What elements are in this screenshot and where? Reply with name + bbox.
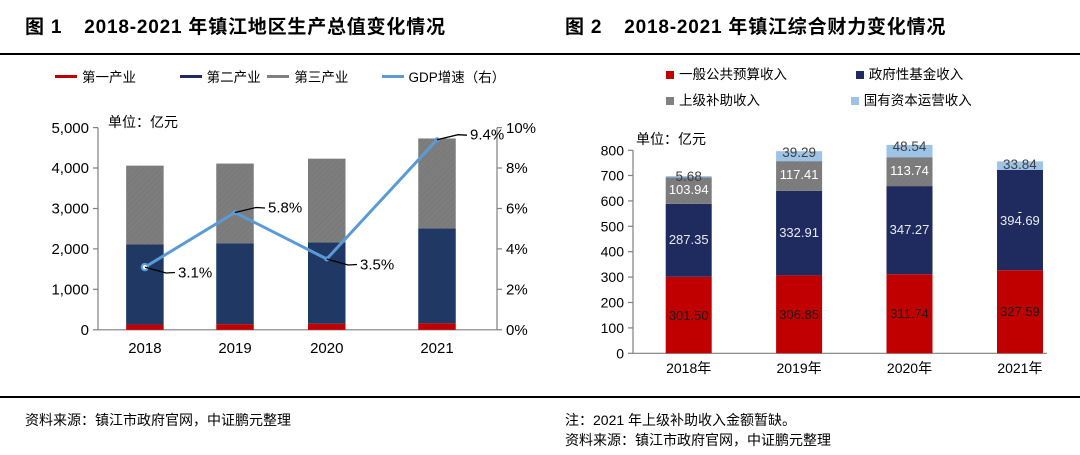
svg-text:39.29: 39.29: [782, 145, 816, 160]
svg-text:3,000: 3,000: [51, 201, 89, 218]
svg-text:2018年: 2018年: [666, 360, 711, 376]
svg-text:2019: 2019: [218, 340, 251, 357]
svg-text:6%: 6%: [506, 201, 528, 218]
svg-text:117.41: 117.41: [780, 167, 819, 182]
svg-text:2021年: 2021年: [997, 360, 1042, 376]
svg-text:5.68: 5.68: [676, 169, 702, 184]
svg-text:5,000: 5,000: [51, 120, 89, 137]
svg-text:2021: 2021: [420, 340, 453, 357]
svg-text:200: 200: [601, 295, 625, 311]
svg-text:3.5%: 3.5%: [360, 257, 394, 274]
svg-text:113.74: 113.74: [890, 163, 929, 178]
svg-text:3.1%: 3.1%: [178, 265, 212, 282]
svg-text:2019年: 2019年: [777, 360, 822, 376]
svg-text:500: 500: [601, 218, 625, 234]
svg-text:单位：亿元: 单位：亿元: [108, 114, 178, 130]
svg-text:700: 700: [601, 168, 625, 184]
svg-text:103.94: 103.94: [669, 182, 709, 197]
svg-text:100: 100: [601, 320, 625, 336]
svg-text:2%: 2%: [506, 282, 528, 299]
svg-text:9.4%: 9.4%: [470, 127, 504, 144]
svg-text:2020: 2020: [310, 340, 343, 357]
svg-text:单位：亿元: 单位：亿元: [636, 131, 706, 147]
svg-text:327.59: 327.59: [1000, 304, 1040, 319]
svg-text:-: -: [1018, 204, 1022, 219]
svg-text:0%: 0%: [506, 322, 528, 339]
svg-text:48.54: 48.54: [893, 139, 927, 154]
svg-text:33.84: 33.84: [1003, 157, 1037, 172]
svg-text:0: 0: [616, 345, 624, 361]
svg-text:5.8%: 5.8%: [268, 200, 302, 217]
svg-text:2,000: 2,000: [51, 241, 89, 258]
svg-text:2018: 2018: [128, 340, 161, 357]
svg-text:2020年: 2020年: [887, 360, 932, 376]
svg-text:347.27: 347.27: [890, 222, 930, 237]
svg-text:332.91: 332.91: [779, 225, 819, 240]
svg-text:287.35: 287.35: [669, 232, 709, 247]
svg-text:800: 800: [601, 142, 625, 158]
svg-text:0: 0: [81, 322, 89, 339]
svg-text:311.74: 311.74: [890, 306, 929, 321]
svg-text:1,000: 1,000: [51, 282, 89, 299]
svg-text:4%: 4%: [506, 241, 528, 258]
svg-text:300: 300: [601, 269, 625, 285]
svg-text:306.85: 306.85: [779, 307, 819, 322]
svg-text:8%: 8%: [506, 160, 528, 177]
svg-text:400: 400: [601, 244, 625, 260]
svg-text:10%: 10%: [506, 120, 536, 137]
svg-text:4,000: 4,000: [51, 160, 89, 177]
svg-text:600: 600: [601, 193, 625, 209]
svg-text:301.50: 301.50: [669, 308, 709, 323]
